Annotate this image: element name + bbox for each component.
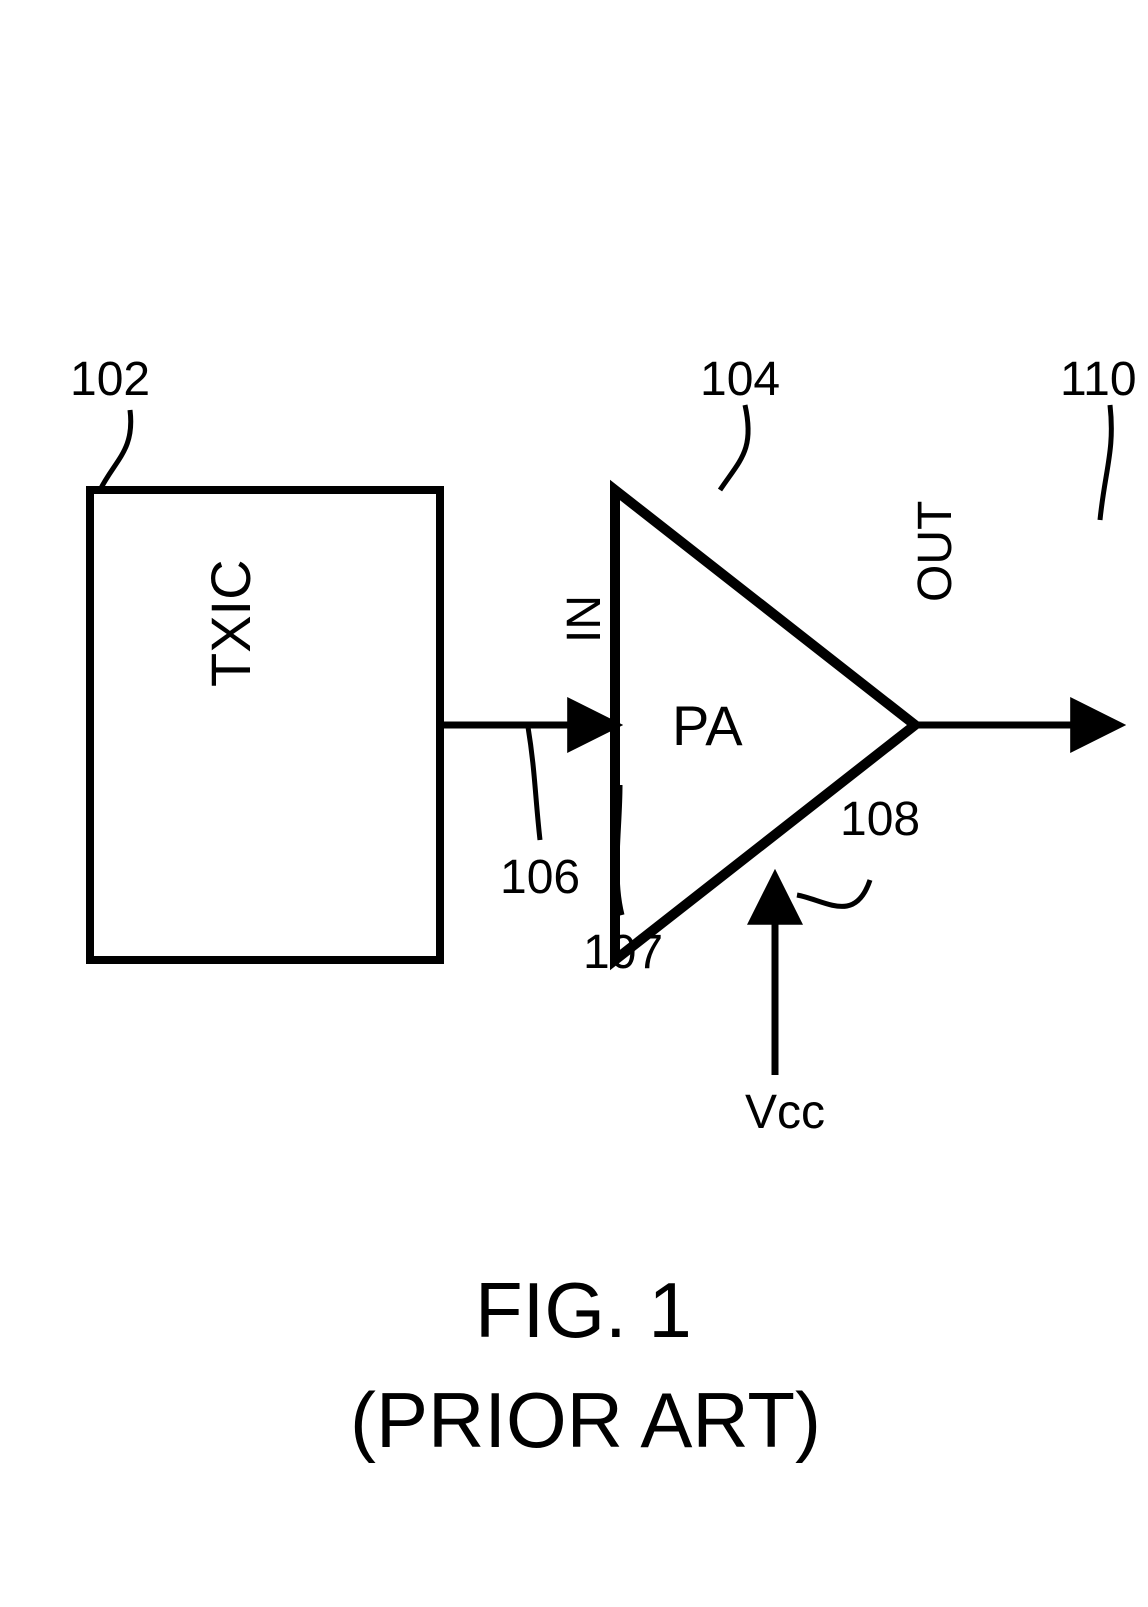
- diagram-svg: [0, 0, 1148, 1607]
- txic-block: [90, 490, 440, 960]
- in-label: IN: [557, 595, 612, 643]
- leader-102: [100, 410, 131, 490]
- leader-108: [797, 880, 870, 906]
- leader-107: [617, 785, 622, 915]
- ref-106: 106: [500, 850, 580, 905]
- out-label: OUT: [908, 501, 963, 602]
- leader-106: [528, 727, 540, 840]
- ref-107: 107: [583, 925, 663, 980]
- leader-104: [720, 405, 748, 490]
- ref-108: 108: [840, 792, 920, 847]
- leader-110: [1100, 405, 1111, 520]
- figure-caption-line1: FIG. 1: [475, 1265, 692, 1356]
- ref-110: 110: [1060, 352, 1137, 407]
- ref-102: 102: [70, 352, 150, 407]
- vcc-label: Vcc: [745, 1085, 825, 1140]
- figure-caption-line2: (PRIOR ART): [350, 1375, 821, 1466]
- ref-104: 104: [700, 352, 780, 407]
- txic-label: TXIC: [198, 559, 263, 687]
- pa-triangle: [615, 490, 915, 960]
- diagram-stage: TXIC PA IN OUT Vcc 102 104 106 107 108 1…: [0, 0, 1148, 1607]
- pa-label: PA: [672, 693, 743, 758]
